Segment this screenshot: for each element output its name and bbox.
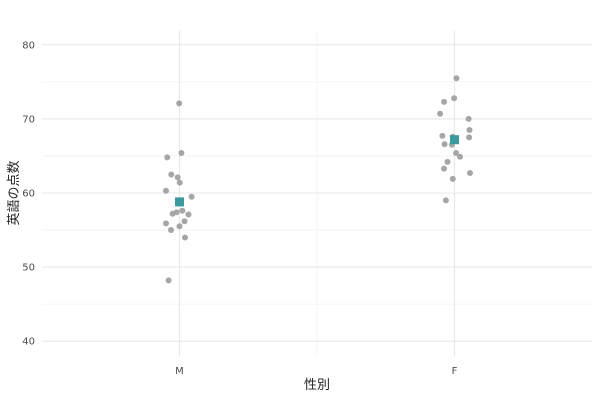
data-point <box>444 158 451 165</box>
data-point <box>178 150 185 156</box>
data-point <box>466 134 473 141</box>
mean-marker <box>175 197 184 207</box>
grid-lines <box>42 30 592 356</box>
data-point <box>176 179 183 186</box>
data-point <box>437 110 444 117</box>
y-tick-labels: 40 50 60 70 80 <box>22 40 35 347</box>
data-points <box>163 75 473 284</box>
data-point <box>181 218 188 225</box>
data-point <box>439 132 446 139</box>
data-point <box>442 197 449 204</box>
data-point <box>441 98 448 105</box>
y-tick-label: 70 <box>22 114 35 125</box>
y-tick-label: 80 <box>22 40 35 51</box>
data-point <box>449 175 456 182</box>
data-point <box>163 220 169 227</box>
data-point <box>182 234 188 241</box>
data-point <box>164 154 171 161</box>
data-point <box>163 187 169 194</box>
data-point <box>176 100 183 107</box>
data-point <box>169 210 176 217</box>
data-point <box>168 171 175 178</box>
data-point <box>176 223 183 230</box>
data-point <box>451 95 458 102</box>
data-point <box>465 115 472 122</box>
data-point <box>457 153 463 160</box>
data-point <box>466 127 473 133</box>
data-point <box>467 170 473 176</box>
data-point <box>179 207 186 214</box>
data-point <box>168 227 174 233</box>
data-point <box>453 150 460 156</box>
data-point <box>188 193 195 200</box>
x-axis-title: 性別 <box>304 378 330 393</box>
data-point <box>441 165 447 172</box>
data-point <box>185 211 192 218</box>
data-point <box>441 141 448 148</box>
mean-marker <box>450 135 459 145</box>
y-tick-label: 50 <box>22 263 35 274</box>
data-point <box>165 277 172 284</box>
x-tick-label: F <box>452 366 458 377</box>
y-axis-title: 英語の点数 <box>6 160 22 225</box>
data-point <box>453 75 460 82</box>
mean-markers <box>175 135 459 207</box>
y-tick-label: 40 <box>22 337 35 348</box>
data-point <box>174 174 181 181</box>
y-tick-label: 60 <box>22 189 35 200</box>
x-tick-label: M <box>175 366 184 377</box>
